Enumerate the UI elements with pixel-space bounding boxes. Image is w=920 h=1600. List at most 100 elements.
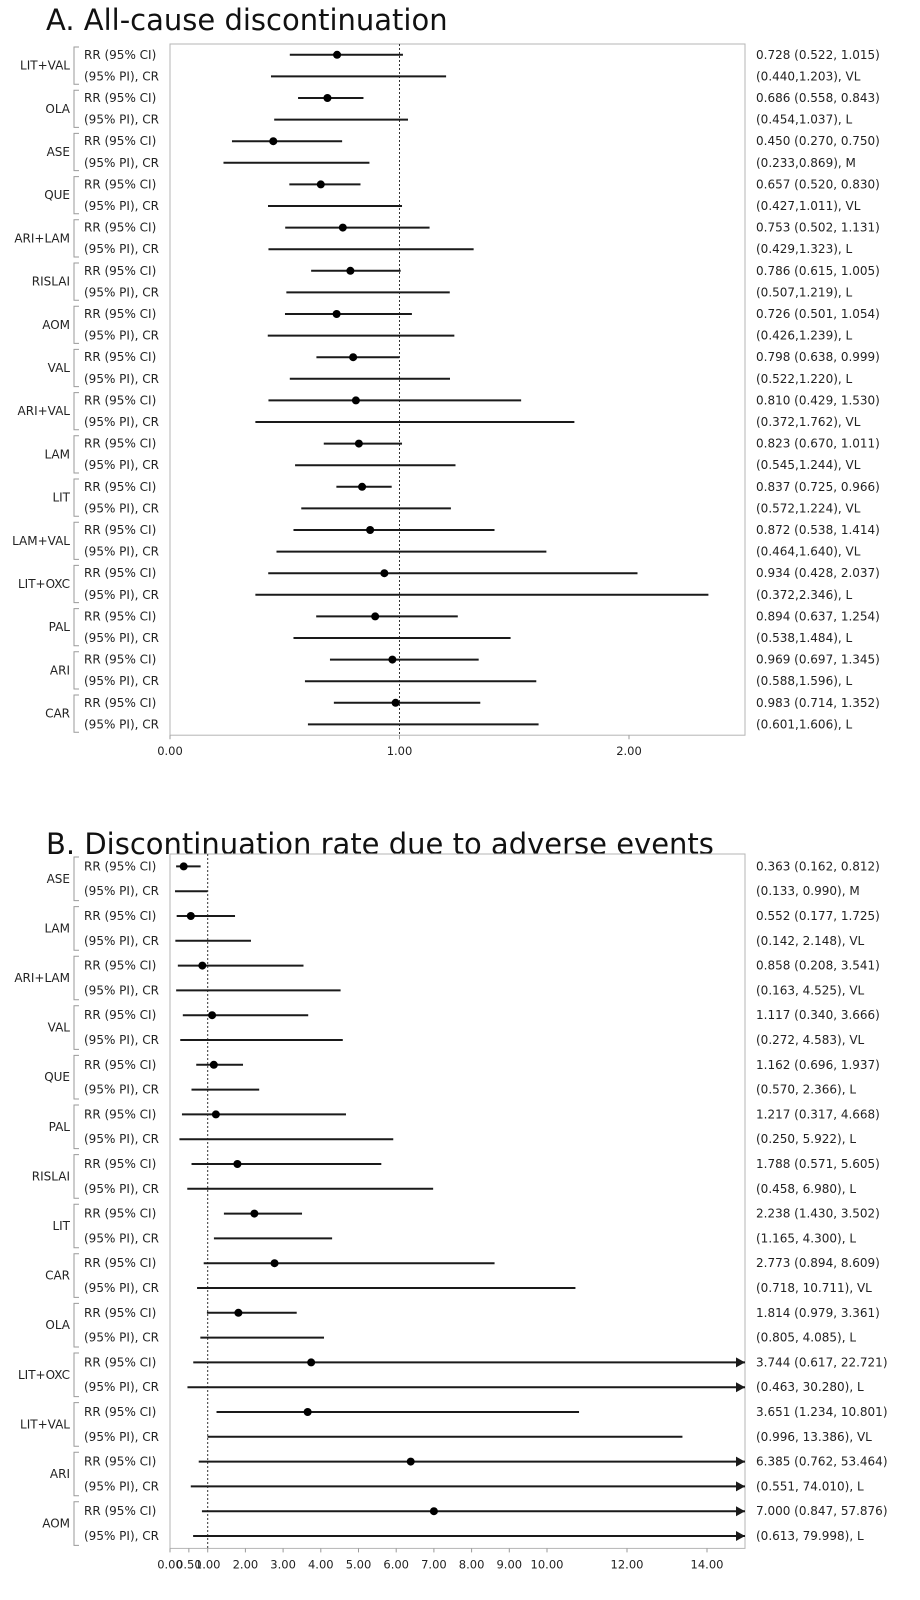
plot-frame	[169, 43, 746, 736]
pi-value-text: (0.454,1.037), L	[756, 113, 853, 127]
group-label: ARI	[50, 663, 70, 677]
pi-value-text: (0.372,2.346), L	[756, 588, 853, 602]
group-label: ASE	[47, 872, 70, 886]
ci-value-text: 2.238 (1.430, 3.502)	[756, 1207, 880, 1221]
ci-row-label: RR (95% CI)	[84, 566, 156, 580]
ci-row-label: RR (95% CI)	[84, 1008, 156, 1022]
ci-row-label: RR (95% CI)	[84, 1157, 156, 1171]
pi-value-text: (0.272, 4.583), VL	[756, 1033, 865, 1047]
group-bracket	[73, 1402, 79, 1447]
ci-row-label: RR (95% CI)	[84, 177, 156, 191]
point-estimate	[366, 526, 375, 534]
x-tick-label: 2.00	[616, 744, 642, 758]
group-label: VAL	[48, 1021, 71, 1035]
ci-value-text: 0.786 (0.615, 1.005)	[756, 264, 880, 278]
group-bracket	[73, 1451, 79, 1497]
pi-value-text: (0.522,1.220), L	[756, 372, 853, 386]
group-bracket	[73, 176, 79, 215]
group-bracket	[73, 46, 79, 85]
ci-row-label: RR (95% CI)	[84, 1355, 156, 1369]
pi-row-label: (95% PI), CR	[84, 372, 159, 386]
group-bracket	[73, 1005, 79, 1050]
group-label: QUE	[44, 1070, 70, 1084]
point-estimate	[358, 482, 367, 491]
pi-value-text: (0.570, 2.366), L	[756, 1083, 856, 1097]
pi-row-label: (95% PI), CR	[84, 1083, 159, 1097]
ci-value-text: 1.788 (0.571, 5.605)	[756, 1157, 880, 1171]
x-tick-label: 10.00	[531, 1557, 564, 1571]
group-bracket	[73, 1302, 79, 1348]
pi-row-label: (95% PI), CR	[84, 1281, 159, 1295]
pi-value-text: (0.588,1.596), L	[756, 674, 853, 688]
point-estimate	[270, 1259, 279, 1268]
ci-value-text: 6.385 (0.762, 53.464)	[756, 1455, 888, 1469]
ci-row-label: RR (95% CI)	[84, 221, 156, 235]
group-label: CAR	[45, 1269, 70, 1283]
pi-value-text: (0.551, 74.010), L	[756, 1479, 864, 1493]
ci-value-text: 3.744 (0.617, 22.721)	[756, 1355, 888, 1369]
pi-row-label: (95% PI), CR	[84, 1182, 159, 1196]
group-label: QUE	[44, 188, 70, 202]
x-tick-label: 1.00	[387, 744, 413, 758]
ci-row-label: RR (95% CI)	[84, 959, 156, 973]
group-label: PAL	[49, 1120, 71, 1134]
ci-value-text: 0.934 (0.428, 2.037)	[756, 566, 880, 580]
group-bracket	[73, 1154, 79, 1199]
x-tick-label: 3.00	[270, 1557, 296, 1571]
pi-value-text: (0.805, 4.085), L	[756, 1331, 856, 1345]
panel-b-plot: 0.000.501.00 2.00 3.00 4.00 5.00 6.00 7.00 8.00…	[14, 853, 888, 1571]
ci-value-text: 0.552 (0.177, 1.725)	[756, 909, 880, 923]
group-label: ARI+LAM	[14, 231, 70, 245]
plot-frame	[169, 853, 746, 1549]
pi-row-label: (95% PI), CR	[84, 545, 159, 559]
group-label: ARI+VAL	[18, 404, 71, 418]
group-bracket	[73, 608, 79, 647]
pi-row-label: (95% PI), CR	[84, 1380, 159, 1394]
ci-row-label: RR (95% CI)	[84, 1107, 156, 1121]
panel-a-plot: 0.00 1.00 2.00 LIT+VAL RR (95% CI) (95% PI), …	[12, 43, 880, 758]
ci-row-label: RR (95% CI)	[84, 437, 156, 451]
group-bracket	[73, 305, 79, 344]
ci-row-label: RR (95% CI)	[84, 696, 156, 710]
x-tick-label: 6.00	[383, 1557, 409, 1571]
ci-value-text: 0.657 (0.520, 0.830)	[756, 177, 880, 191]
group-bracket	[73, 348, 79, 388]
pi-row-label: (95% PI), CR	[84, 884, 159, 898]
pi-value-text: (0.996, 13.386), VL	[756, 1430, 872, 1444]
pi-row-label: (95% PI), CR	[84, 501, 159, 515]
ci-value-text: 0.969 (0.697, 1.345)	[756, 653, 880, 667]
ci-value-text: 0.726 (0.501, 1.054)	[756, 307, 880, 321]
point-estimate	[332, 310, 341, 318]
group-label: ASE	[47, 145, 70, 159]
pi-row-label: (95% PI), CR	[84, 1231, 159, 1245]
group-label: LAM	[44, 921, 70, 935]
point-estimate	[198, 961, 207, 970]
group-label: CAR	[45, 707, 70, 721]
panel-a-title: A. All-cause discontinuation	[46, 3, 448, 37]
ci-value-text: 0.728 (0.522, 1.015)	[756, 48, 880, 62]
point-estimate	[234, 1308, 243, 1317]
pi-row-label: (95% PI), CR	[84, 1479, 159, 1493]
point-estimate	[429, 1507, 438, 1516]
group-bracket	[73, 1501, 79, 1546]
pi-row-label: (95% PI), CR	[84, 69, 159, 83]
pi-value-text: (0.507,1.219), L	[756, 285, 853, 299]
point-estimate	[250, 1209, 259, 1218]
group-bracket	[73, 694, 79, 733]
pi-value-text: (0.426,1.239), L	[756, 329, 853, 343]
group-label: LIT+VAL	[20, 59, 70, 73]
group-label: LIT+OXC	[18, 577, 70, 591]
group-label: ARI+LAM	[14, 971, 70, 985]
point-estimate	[406, 1457, 415, 1466]
pi-row-label: (95% PI), CR	[84, 199, 159, 213]
group-label: LIT+OXC	[18, 1368, 70, 1382]
point-estimate	[307, 1358, 316, 1367]
pi-row-label: (95% PI), CR	[84, 631, 159, 645]
pi-row-label: (95% PI), CR	[84, 934, 159, 948]
pi-value-text: (0.250, 5.922), L	[756, 1132, 856, 1146]
point-estimate	[333, 50, 342, 59]
ci-row-label: RR (95% CI)	[84, 134, 156, 148]
pi-arrow	[736, 1382, 745, 1393]
ci-arrow	[736, 1357, 745, 1368]
